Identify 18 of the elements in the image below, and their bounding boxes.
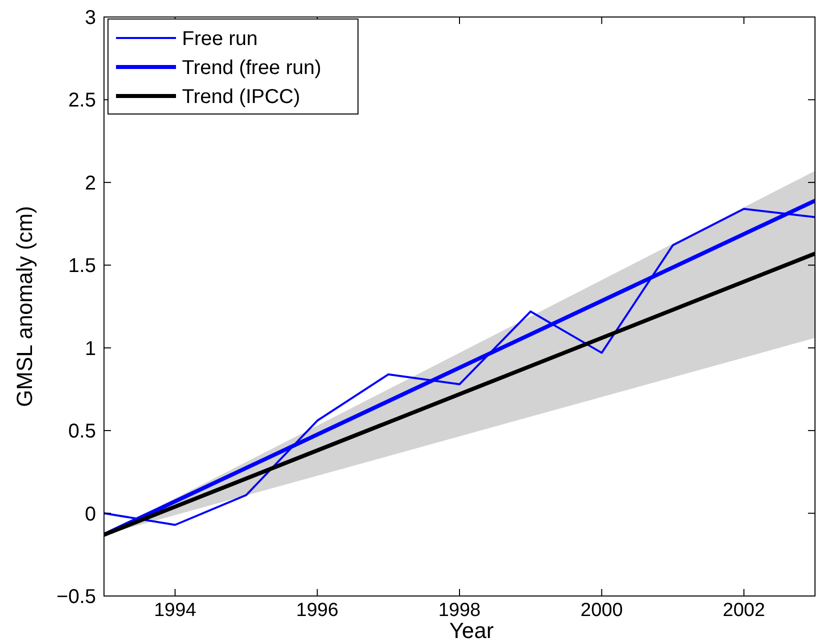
x-axis-title: Year [449,618,494,643]
x-tick-label: 1996 [296,600,338,621]
x-tick-label: 2000 [580,600,623,621]
y-tick-label: −0.5 [56,586,96,608]
x-tick-label: 1998 [438,600,481,621]
x-tick-label: 2002 [722,600,766,621]
y-axis-title: GMSL anomaly (cm) [12,206,37,407]
legend-label: Trend (free run) [182,57,322,79]
y-tick-label: 3 [84,7,96,29]
y-tick-label: 1.5 [68,255,96,278]
legend-label: Free run [182,28,258,50]
legend-label: Trend (IPCC) [182,86,300,108]
y-tick-label: 2.5 [68,90,96,112]
x-tick-label: 1994 [154,600,197,621]
y-tick-label: 0.5 [68,420,96,443]
y-tick-label: 1 [84,338,96,360]
y-tick-label: 2 [84,172,96,194]
y-tick-label: 0 [84,503,96,526]
